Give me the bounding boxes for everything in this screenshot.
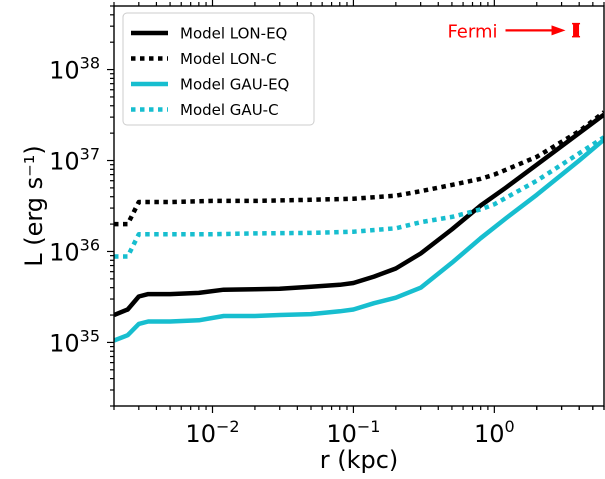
ticks-layer: 10−2 10−1 100 1035 1036 1037 1038 bbox=[49, 0, 605, 448]
fermi-label: Fermi bbox=[447, 21, 497, 42]
legend-label: Model GAU-C bbox=[180, 101, 279, 119]
fermi-arrow-head bbox=[551, 25, 566, 36]
plot-frame bbox=[113, 5, 605, 407]
series-line-2 bbox=[114, 110, 604, 227]
legend-box bbox=[122, 12, 315, 126]
x-tick-label: 10−1 bbox=[326, 417, 380, 448]
x-axis-label: r (kpc) bbox=[320, 446, 399, 474]
legend-label: Model LON-C bbox=[180, 50, 277, 68]
legend-label: Model GAU-EQ bbox=[180, 76, 289, 94]
series-layer bbox=[114, 110, 604, 343]
y-tick-label: 1035 bbox=[49, 326, 100, 357]
x-tick-label: 10−2 bbox=[185, 417, 239, 448]
y-tick-label: 1038 bbox=[49, 54, 100, 85]
legend-label: Model LON-EQ bbox=[180, 25, 287, 43]
legend: Model LON-EQ Model LON-C Model GAU-EQ Model… bbox=[122, 12, 315, 126]
series-line-1 bbox=[114, 112, 604, 318]
fermi-annotation: Fermi bbox=[447, 21, 581, 42]
x-tick-label: 100 bbox=[474, 417, 515, 448]
plot-area: 10−2 10−1 100 1035 1036 1037 1038 Fermi Model … bbox=[49, 0, 605, 448]
series-line-4 bbox=[114, 135, 604, 259]
y-tick-label: 1037 bbox=[49, 145, 100, 176]
y-axis-label: L (erg s⁻¹) bbox=[20, 145, 48, 267]
y-tick-label: 1036 bbox=[49, 235, 100, 266]
series-line-3 bbox=[114, 137, 604, 343]
